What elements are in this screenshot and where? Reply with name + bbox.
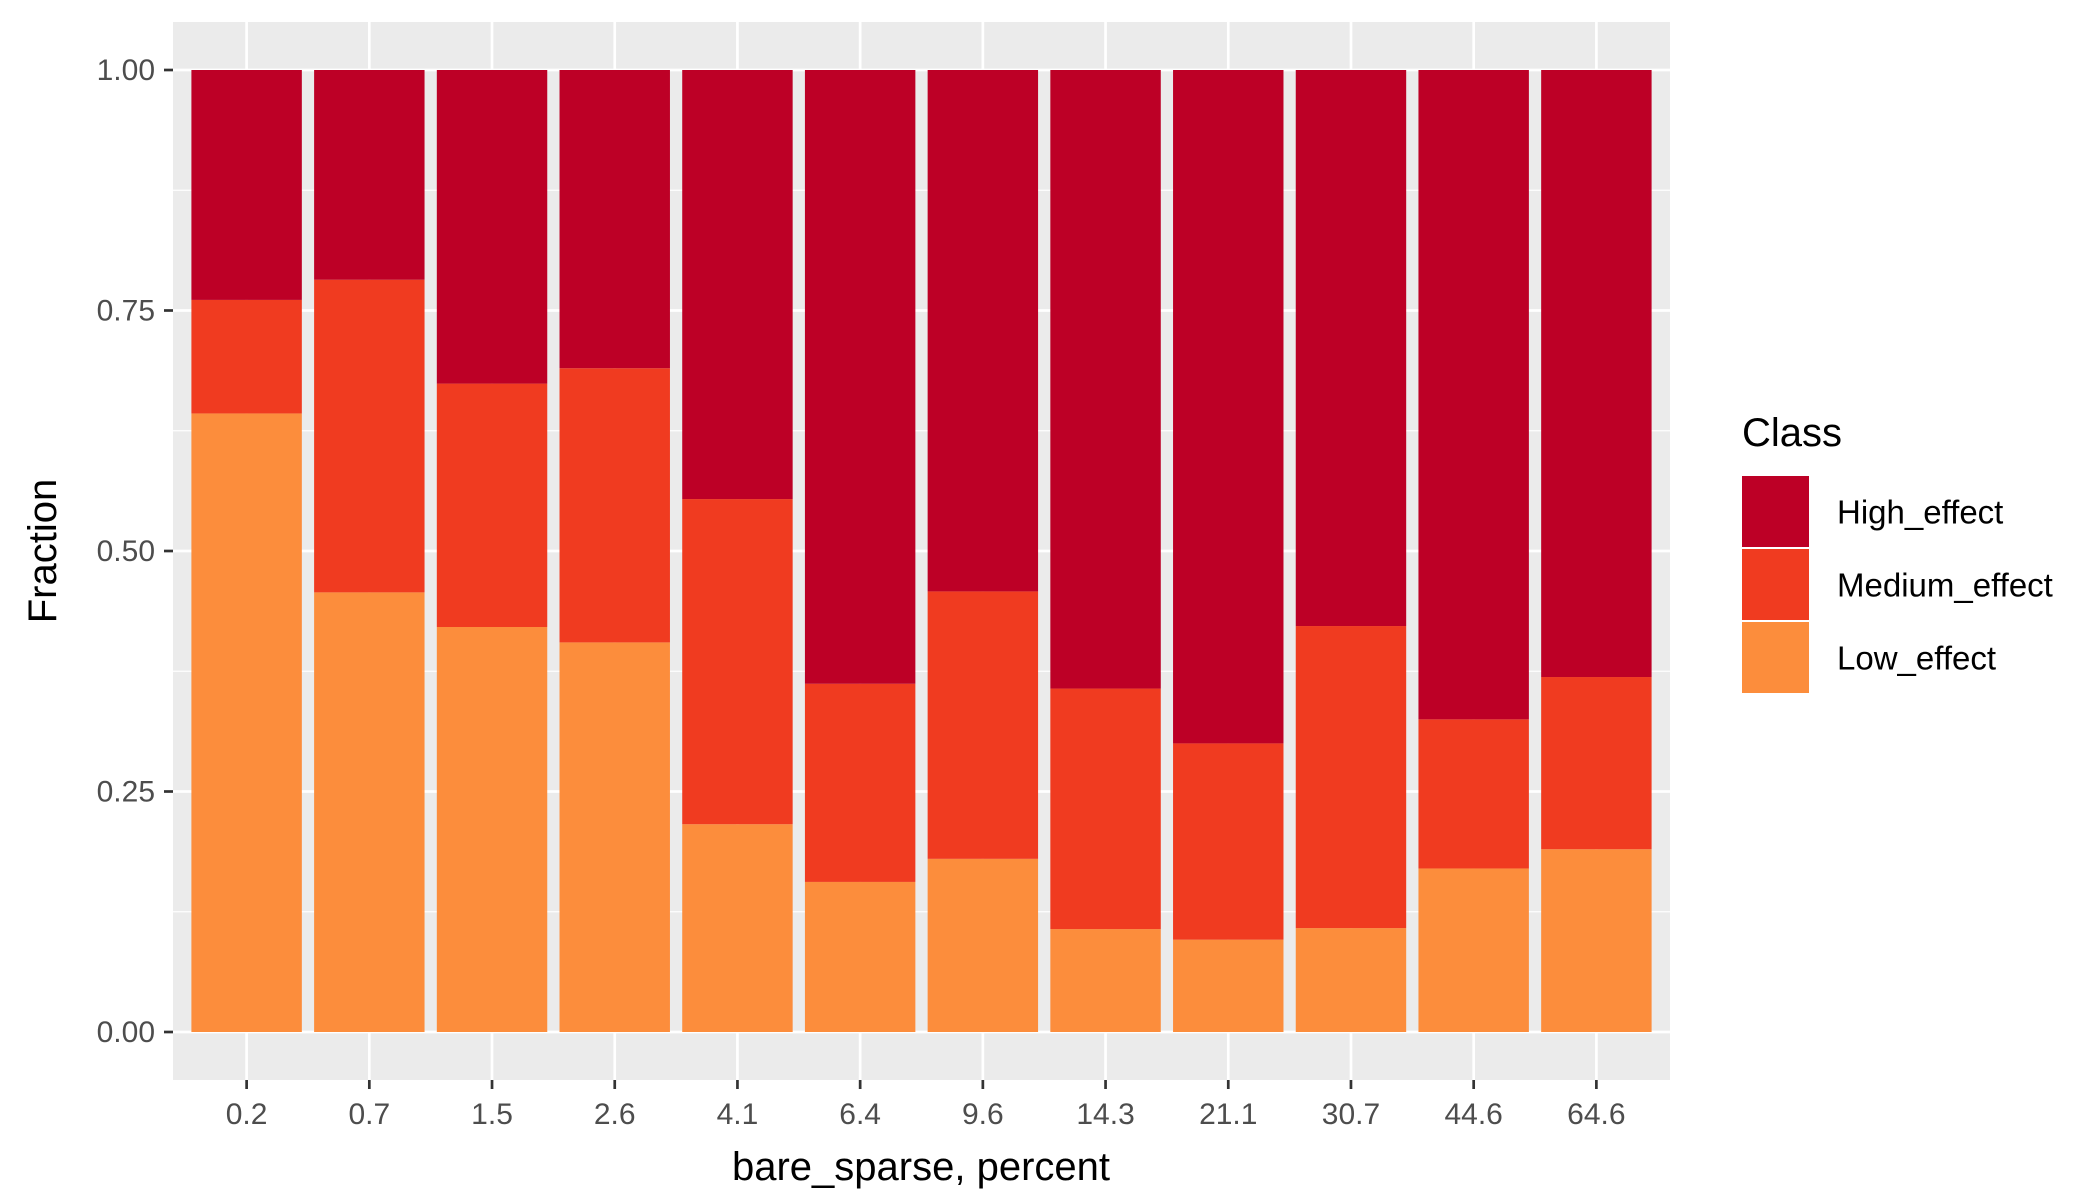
x-tick-label: 1.5 (471, 1098, 513, 1131)
bar-segment-high-effect-30.7 (1295, 70, 1407, 627)
x-axis: 0.2 0.7 1.5 2.6 4.1 6.4 9.6 14.3 21.1 30.7 44.6 64.… (226, 1080, 1626, 1131)
bar-segment-medium-effect-44.6 (1418, 719, 1529, 869)
x-tick-label: 2.6 (594, 1098, 636, 1131)
bar-segment-medium-effect-1.5 (436, 383, 548, 627)
bar-segment-medium-effect-2.6 (559, 368, 670, 643)
legend: Class High_effect Medium_effect Low_effect (1742, 411, 2053, 693)
bar-segment-high-effect-14.3 (1050, 70, 1161, 689)
y-tick-label: 0.25 (97, 776, 155, 809)
x-tick-label: 44.6 (1444, 1098, 1502, 1131)
bar-segment-medium-effect-14.3 (1050, 688, 1161, 930)
bar-segment-medium-effect-4.1 (682, 499, 793, 825)
x-tick-label: 9.6 (962, 1098, 1004, 1131)
x-tick-label: 0.7 (348, 1098, 390, 1131)
bar-segment-high-effect-4.1 (682, 70, 793, 500)
bar-segment-high-effect-44.6 (1418, 70, 1529, 720)
x-tick-label: 4.1 (717, 1098, 759, 1131)
y-tick-label: 0.00 (97, 1016, 155, 1049)
x-axis-title: bare_sparse, percent (732, 1145, 1110, 1189)
bar-segment-low-effect-1.5 (436, 626, 548, 1032)
bar-segment-high-effect-1.5 (436, 70, 548, 384)
bar-segment-low-effect-6.4 (804, 881, 916, 1032)
x-tick-label: 30.7 (1322, 1098, 1380, 1131)
bar-segment-low-effect-30.7 (1295, 928, 1407, 1032)
legend-label: Medium_effect (1837, 567, 2053, 604)
bars (191, 70, 1652, 1033)
bar-segment-medium-effect-0.2 (191, 299, 302, 414)
bar-segment-low-effect-0.2 (191, 413, 302, 1033)
bar-segment-medium-effect-64.6 (1541, 677, 1652, 850)
bar-segment-medium-effect-0.7 (314, 279, 425, 593)
bar-segment-medium-effect-9.6 (927, 591, 1039, 859)
bar-segment-low-effect-4.1 (682, 824, 793, 1032)
y-tick-label: 0.50 (97, 535, 155, 568)
bar-segment-high-effect-6.4 (804, 70, 916, 684)
bar-segment-high-effect-0.2 (191, 70, 302, 300)
legend-title: Class (1742, 411, 1842, 455)
y-tick-label: 0.75 (97, 295, 155, 328)
bar-segment-high-effect-0.7 (314, 70, 425, 280)
bar-segment-low-effect-0.7 (314, 592, 425, 1032)
bar-segment-high-effect-64.6 (1541, 70, 1652, 678)
bar-segment-medium-effect-21.1 (1173, 743, 1284, 940)
legend-key-low-effect (1742, 622, 1809, 693)
bar-segment-low-effect-64.6 (1541, 849, 1652, 1032)
bar-segment-low-effect-14.3 (1050, 929, 1161, 1032)
bar-segment-high-effect-2.6 (559, 70, 670, 369)
bar-segment-low-effect-21.1 (1173, 939, 1284, 1032)
legend-key-high-effect (1742, 476, 1809, 547)
bar-segment-medium-effect-6.4 (804, 683, 916, 882)
legend-label: Low_effect (1837, 640, 1996, 677)
bar-segment-high-effect-9.6 (927, 70, 1039, 592)
bar-segment-low-effect-44.6 (1418, 868, 1529, 1032)
y-tick-label: 1.00 (97, 54, 155, 87)
bar-segment-medium-effect-30.7 (1295, 626, 1407, 929)
bar-segment-low-effect-2.6 (559, 642, 670, 1032)
bar-segment-low-effect-9.6 (927, 858, 1039, 1032)
bar-segment-high-effect-21.1 (1173, 70, 1284, 744)
y-axis-title: Fraction (21, 479, 65, 624)
x-tick-label: 64.6 (1567, 1098, 1625, 1131)
x-tick-label: 0.2 (226, 1098, 268, 1131)
x-tick-label: 14.3 (1076, 1098, 1134, 1131)
legend-key-medium-effect (1742, 549, 1809, 620)
x-tick-label: 21.1 (1199, 1098, 1257, 1131)
y-axis: 0.00 0.25 0.50 0.75 1.00 (97, 54, 173, 1049)
x-tick-label: 6.4 (839, 1098, 881, 1131)
legend-label: High_effect (1837, 494, 2003, 531)
